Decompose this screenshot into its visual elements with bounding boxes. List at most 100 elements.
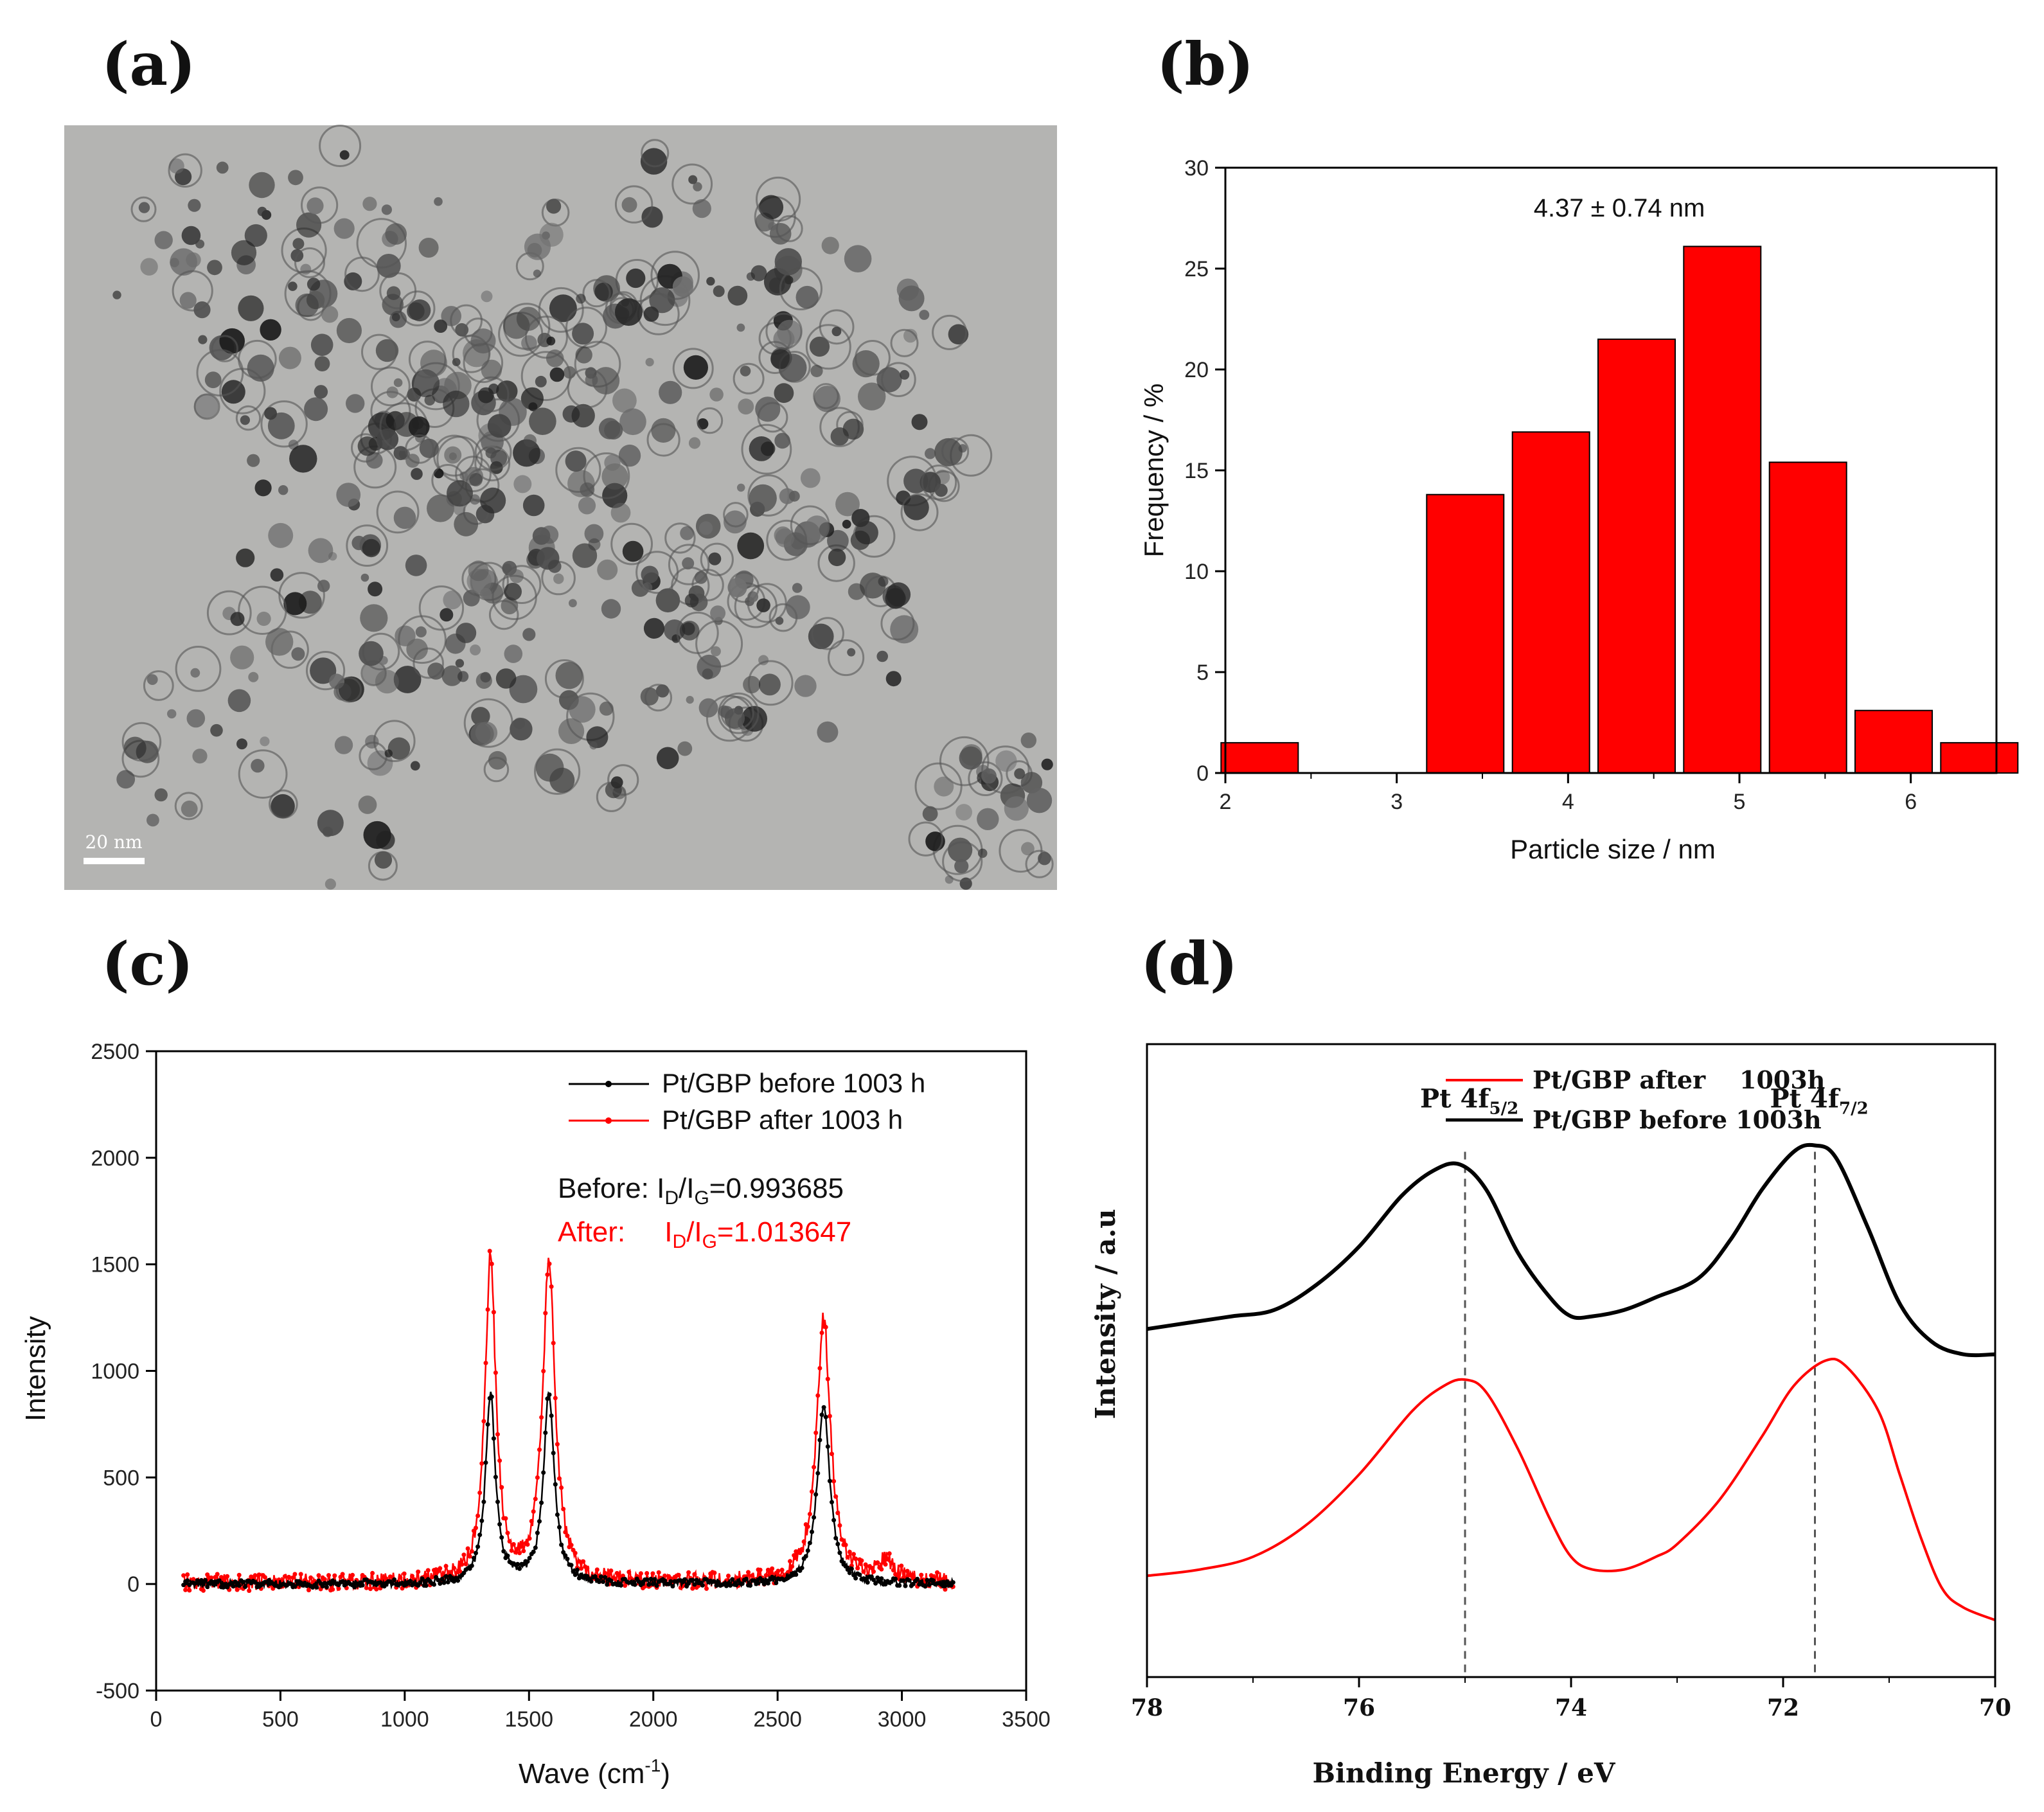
raman-point [799,1565,804,1570]
tem-particle [270,568,284,582]
raman-point [817,1365,822,1371]
tem-particle [724,510,747,534]
tem-carbon-shell [319,125,362,167]
tem-particle [777,319,802,345]
panel-label-a: (a) [102,30,196,99]
tem-particle [954,858,969,874]
raman-point [497,1458,502,1463]
tem-particle [737,532,765,560]
tem-particle [786,595,810,619]
tem-carbon-shell [691,569,724,601]
tem-particle [809,336,830,357]
tem-carbon-shell [196,349,244,396]
raman-point [835,1511,840,1516]
raman-point [812,1515,817,1520]
raman-point [943,1587,948,1592]
tem-particle [147,813,159,827]
raman-frame [155,1050,1027,1692]
tem-carbon-shell [819,309,855,345]
tem-carbon-shell [921,465,957,501]
raman-point [592,1574,598,1579]
tem-carbon-shell [413,647,445,679]
tem-carbon-shell [408,341,447,378]
tem-particle [619,408,646,436]
raman-point [489,1261,494,1266]
raman-point [585,1566,590,1571]
raman-point [519,1544,524,1549]
tem-particle [470,644,481,655]
tem-carbon-shell [765,312,803,350]
raman-point [262,1575,267,1580]
tem-particle [475,722,498,744]
tem-particle [381,204,393,215]
raman-point [594,1567,600,1572]
tem-particle [553,573,564,584]
tem-particle [362,197,377,211]
tem-particle [339,150,350,160]
tem-particle [393,378,403,387]
raman-point [463,1561,468,1567]
raman-point [465,1546,470,1551]
raman-point [756,1581,761,1586]
tem-particle [454,511,479,537]
raman-y-tick-label: 1500 [91,1253,139,1277]
tem-particle [548,560,562,573]
tem-particle [204,371,222,389]
tem-particle [314,385,328,399]
tem-particle [1021,842,1035,856]
tem-particle [768,222,777,231]
tem-carbon-shell [853,515,896,558]
tem-particle [621,197,637,213]
tem-carbon-shell [733,362,765,395]
tem-particle [376,830,395,850]
tem-particle [487,414,511,438]
raman-point [236,1572,242,1577]
raman-point [364,1585,369,1590]
raman-point [535,1531,540,1536]
raman-point [810,1529,814,1534]
raman-point [712,1579,717,1584]
tem-particle [955,804,972,821]
xps-chart: Pt 4f5/2 Pt 4f7/2 78 76 74 72 70 Pt/GBP after… [1090,1043,2011,1789]
tem-carbon-shell [676,611,719,654]
raman-point [477,1490,483,1495]
raman-point [576,1559,582,1564]
raman-point [183,1587,188,1592]
raman-point [398,1575,403,1580]
raman-line-after [182,1250,955,1593]
raman-point [561,1507,566,1511]
raman-point [438,1581,443,1586]
tem-particle [468,560,489,582]
raman-point [370,1570,375,1576]
tem-particle [452,358,461,366]
tem-particle [604,454,621,471]
tem-particle [240,415,250,425]
tem-particle [751,265,767,281]
tem-particle [230,612,245,626]
raman-point [445,1579,450,1585]
tem-particle [679,621,700,641]
raman-point [308,1575,314,1580]
tem-particle [702,668,713,680]
tem-particle [169,158,184,174]
tem-carbon-shell [371,366,411,407]
tem-particle [934,776,954,797]
tem-particle [481,359,502,381]
tem-carbon-shell [405,434,434,464]
tem-particle [848,583,865,600]
tem-particle [565,450,587,472]
raman-point [662,1573,667,1578]
raman-point [185,1572,190,1577]
raman-point [690,1577,695,1583]
tem-particle [504,644,523,663]
tem-particle [555,662,583,689]
tem-particle [738,398,754,415]
tem-particle [346,394,365,413]
raman-point [469,1549,474,1554]
tem-carbon-shell [463,698,513,748]
tem-carbon-shell [813,383,839,409]
tem-carbon-shell [942,841,983,882]
raman-point [596,1579,601,1585]
tem-particle [278,346,301,369]
tem-carbon-shell [723,502,749,528]
